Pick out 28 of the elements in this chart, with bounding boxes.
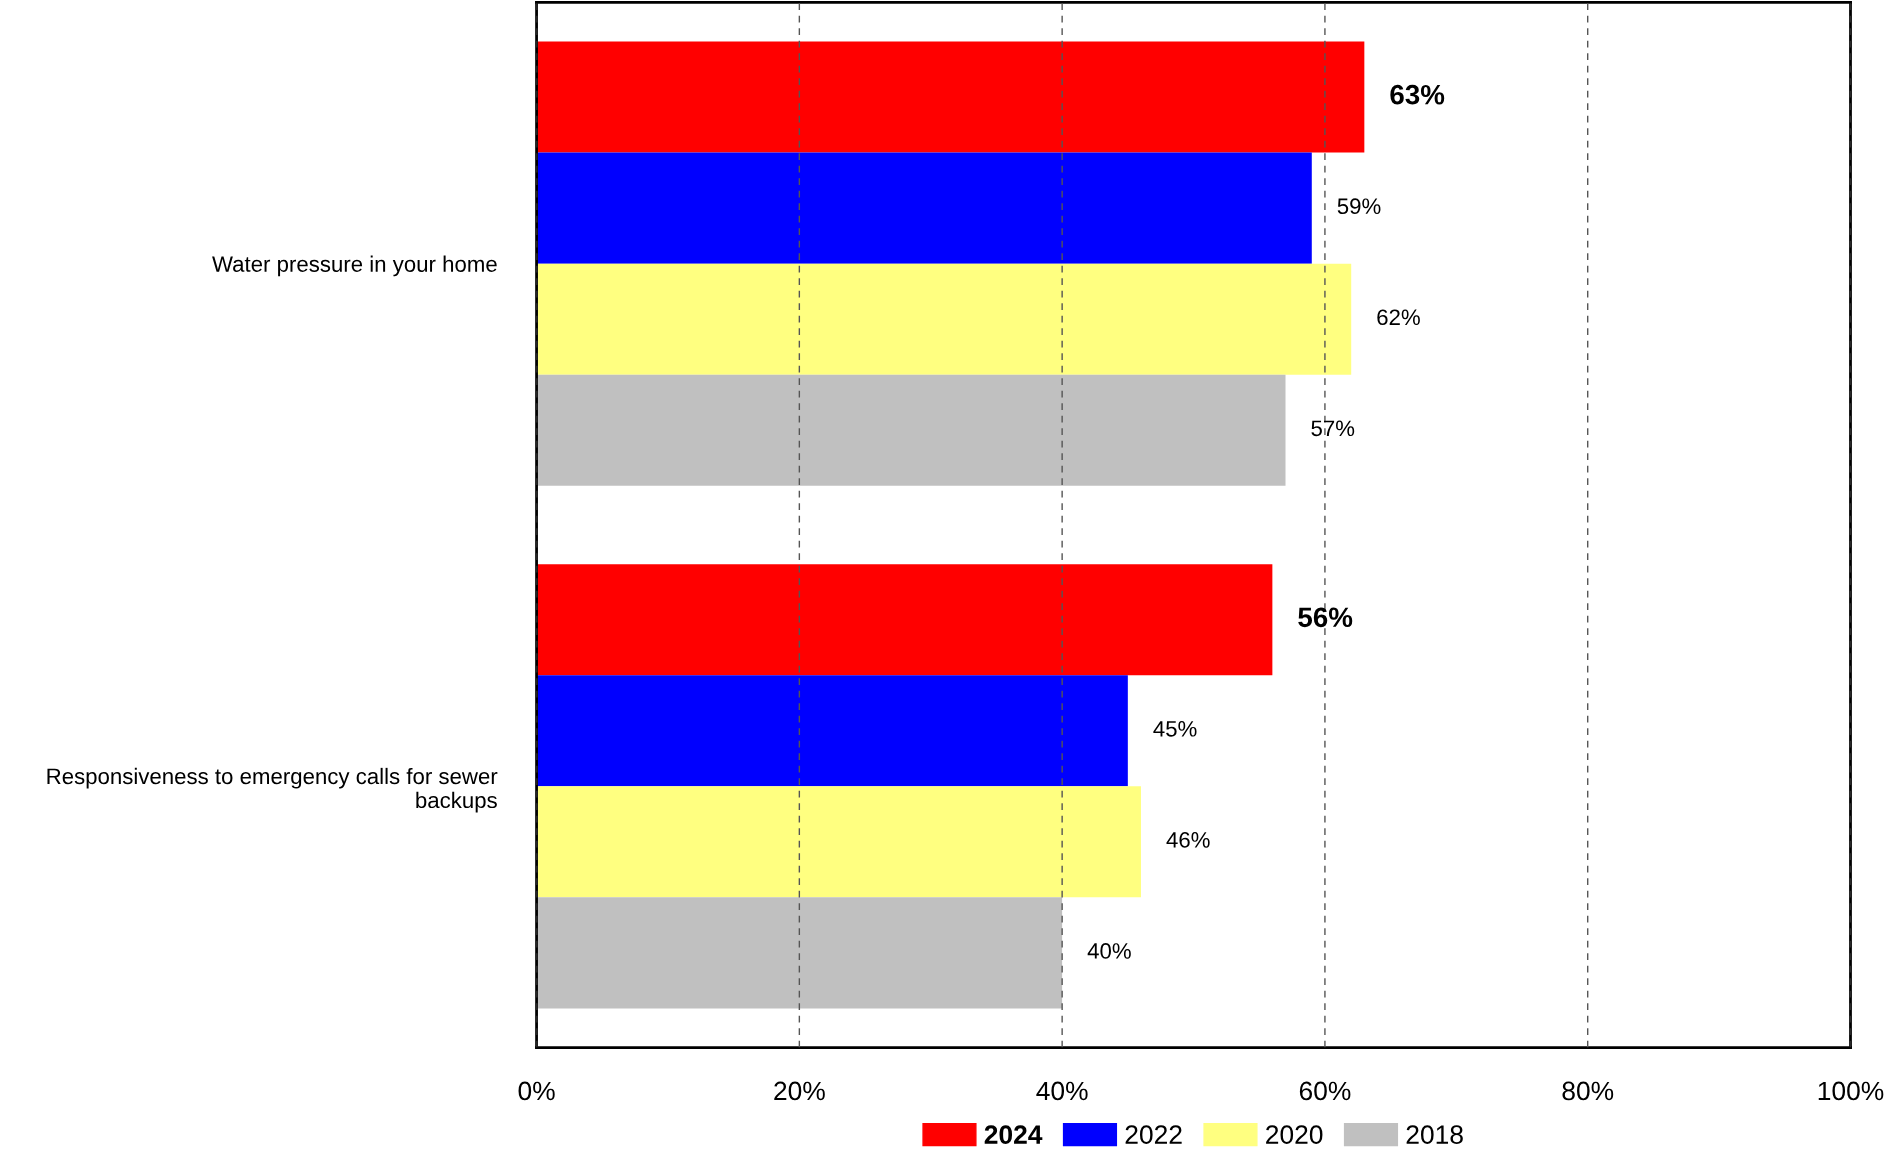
legend-label: 2018 <box>1406 1125 1463 1144</box>
y-tick-label: Water pressure in your home <box>212 255 497 277</box>
legend-label: 2020 <box>1266 1125 1323 1144</box>
data-label: 45% <box>1153 721 1197 737</box>
bar <box>536 564 1273 676</box>
data-label: 63% <box>1390 84 1445 105</box>
x-tick-label: 40% <box>1036 1081 1088 1101</box>
x-tick-label: 0% <box>518 1081 555 1101</box>
bar <box>536 374 1286 486</box>
legend-label: 2022 <box>1125 1125 1182 1144</box>
x-tick-label: 100% <box>1818 1081 1884 1101</box>
data-label: 59% <box>1337 198 1381 215</box>
data-label: 56% <box>1298 607 1353 628</box>
data-label: 57% <box>1311 420 1355 437</box>
bar <box>536 786 1141 898</box>
bar <box>536 263 1352 375</box>
bar <box>536 675 1128 787</box>
data-label: 40% <box>1087 943 1131 959</box>
x-tick-label: 80% <box>1562 1081 1614 1101</box>
x-tick-label: 60% <box>1299 1081 1351 1101</box>
bar <box>536 897 1063 1009</box>
data-label: 46% <box>1166 832 1210 848</box>
data-label: 62% <box>1377 309 1420 326</box>
y-tick-label: Responsiveness to emergency calls for sewer backups <box>47 767 498 813</box>
bar <box>536 152 1312 264</box>
legend-label: 2024 <box>984 1125 1043 1144</box>
x-tick-label: 20% <box>774 1081 825 1101</box>
bar <box>536 41 1365 153</box>
